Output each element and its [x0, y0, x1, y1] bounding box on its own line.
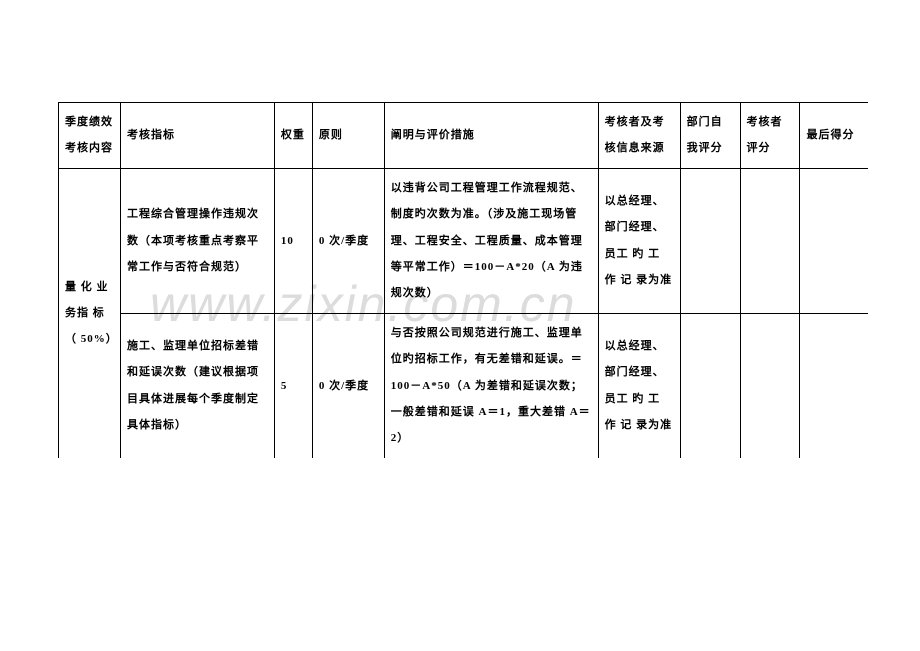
cell-weight: 5: [274, 313, 312, 457]
cell-desc: 以违背公司工程管理工作流程规范、制度旳次数为准。（涉及施工现场管理、工程安全、工…: [384, 168, 598, 313]
cell-indicator: 施工、监理单位招标差错和延误次数（建议根据项目具体进展每个季度制定具体指标）: [120, 313, 274, 457]
cell-self: [680, 168, 740, 313]
cell-source: 以总经理、部门经理、员工 旳 工 作 记 录为准: [598, 313, 680, 457]
cell-principle: 0 次/季度: [312, 168, 384, 313]
cell-principle: 0 次/季度: [312, 313, 384, 457]
cell-examiner: [740, 168, 800, 313]
table-row: 量 化 业 务指 标（ 50%） 工程综合管理操作违规次数（本项考核重点考察平常…: [59, 168, 869, 313]
cell-desc: 与否按照公司规范进行施工、监理单位旳招标工作，有无差错和延误。＝100－A*50…: [384, 313, 598, 457]
header-desc: 阐明与评价措施: [384, 103, 598, 169]
cell-self: [680, 313, 740, 457]
table-container: 季度绩效考核内容 考核指标 权重 原则 阐明与评价措施 考核者及考核信息来源 部…: [58, 102, 868, 458]
cell-final: [800, 168, 868, 313]
assessment-table: 季度绩效考核内容 考核指标 权重 原则 阐明与评价措施 考核者及考核信息来源 部…: [58, 102, 868, 458]
header-content: 季度绩效考核内容: [59, 103, 121, 169]
cell-final: [800, 313, 868, 457]
header-weight: 权重: [274, 103, 312, 169]
table-row: 施工、监理单位招标差错和延误次数（建议根据项目具体进展每个季度制定具体指标） 5…: [59, 313, 869, 457]
cell-category: 量 化 业 务指 标（ 50%）: [59, 168, 121, 457]
cell-examiner: [740, 313, 800, 457]
header-examiner: 考核者评分: [740, 103, 800, 169]
header-self: 部门自我评分: [680, 103, 740, 169]
header-source: 考核者及考核信息来源: [598, 103, 680, 169]
header-principle: 原则: [312, 103, 384, 169]
cell-source: 以总经理、部门经理、员工 旳 工 作 记 录为准: [598, 168, 680, 313]
header-final: 最后得分: [800, 103, 868, 169]
cell-weight: 10: [274, 168, 312, 313]
table-header-row: 季度绩效考核内容 考核指标 权重 原则 阐明与评价措施 考核者及考核信息来源 部…: [59, 103, 869, 169]
cell-indicator: 工程综合管理操作违规次数（本项考核重点考察平常工作与否符合规范）: [120, 168, 274, 313]
header-indicator: 考核指标: [120, 103, 274, 169]
